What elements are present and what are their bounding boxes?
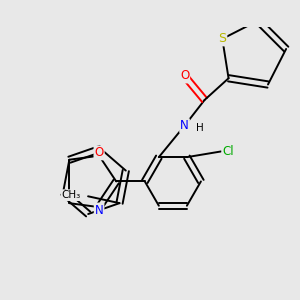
Text: O: O [94,146,104,159]
Text: N: N [180,119,189,132]
Text: Cl: Cl [222,145,234,158]
Text: O: O [180,70,189,83]
Text: CH₃: CH₃ [61,190,81,200]
Text: N: N [95,203,103,217]
Text: S: S [218,32,226,45]
Text: H: H [196,123,204,133]
